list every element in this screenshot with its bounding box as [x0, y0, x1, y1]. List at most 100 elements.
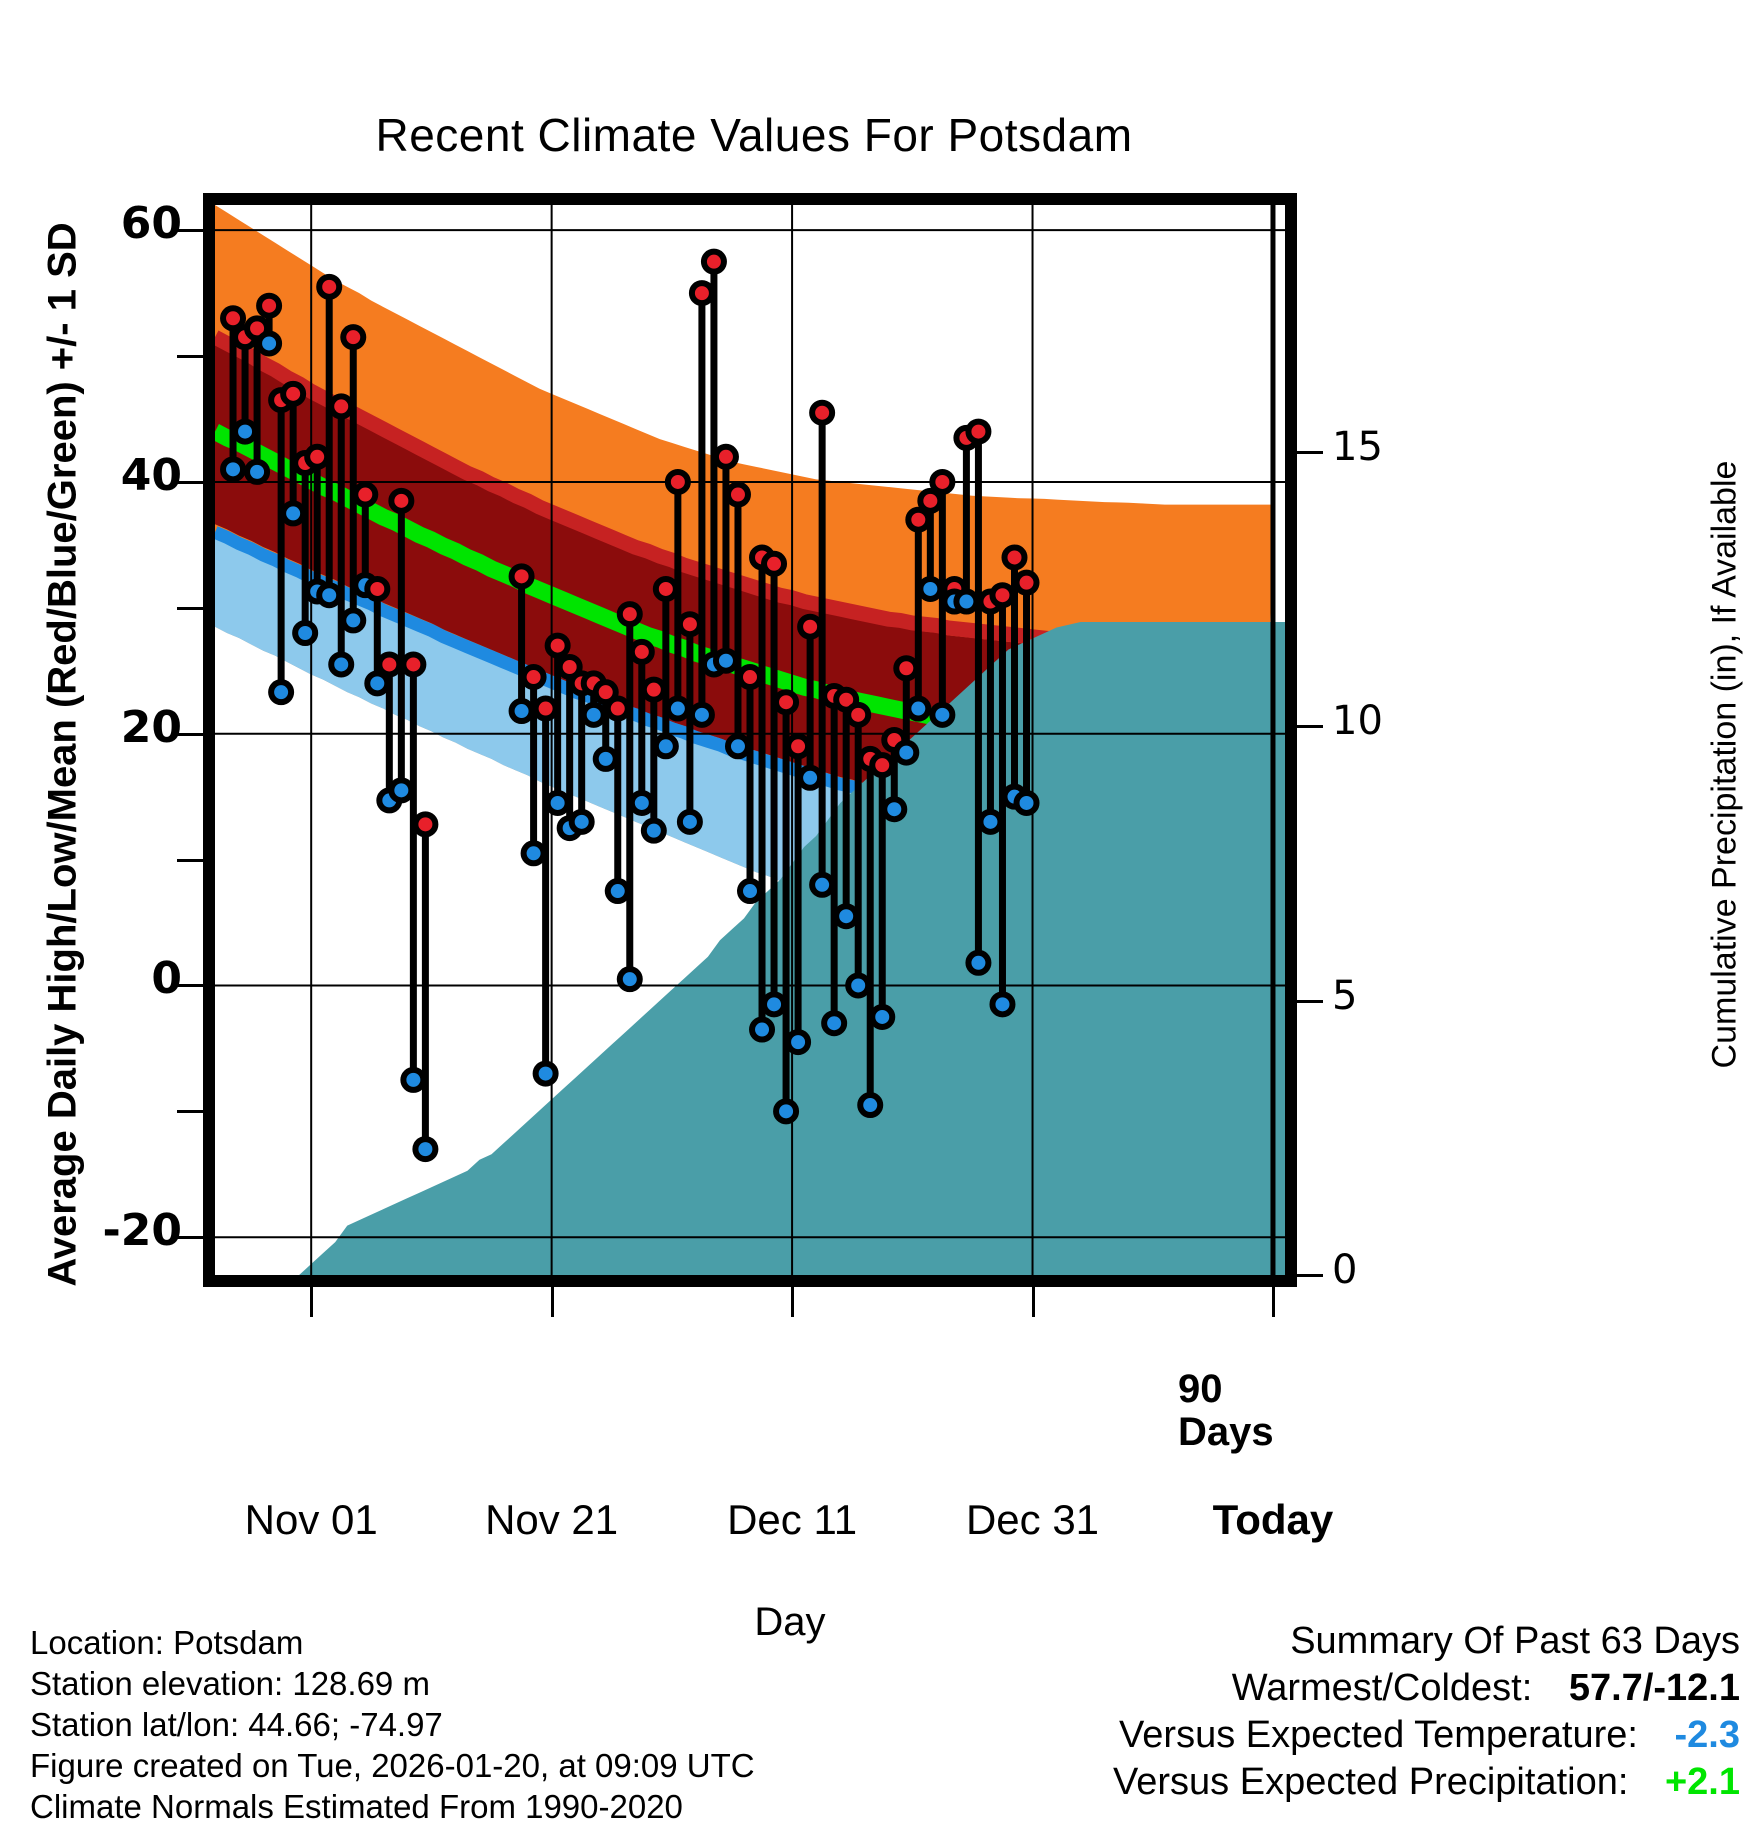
y-minor-tick	[177, 858, 203, 862]
x-tick-mark	[791, 1287, 795, 1317]
daily-low-point	[412, 1136, 439, 1163]
daily-high-point	[761, 550, 788, 577]
daily-low-point	[917, 575, 944, 602]
daily-low-point	[568, 808, 595, 835]
daily-low-point	[797, 764, 824, 791]
daily-low-point	[929, 701, 956, 728]
daily-high-point	[508, 563, 535, 590]
daily-high-point	[845, 701, 872, 728]
y-tick-mark-right	[1297, 725, 1323, 729]
y-minor-tick	[177, 606, 203, 610]
daily-high-point	[604, 695, 631, 722]
y-tick-mark	[177, 732, 203, 736]
daily-low-point	[724, 733, 751, 760]
daily-low-point	[965, 949, 992, 976]
daily-low-point	[292, 620, 319, 646]
daily-high-point	[869, 752, 896, 779]
daily-low-point	[508, 698, 535, 725]
daily-high-point	[556, 653, 583, 680]
footer-line: Location: Potsdam	[30, 1624, 304, 1661]
daily-low-point	[604, 878, 631, 905]
days-annotation-line1: 90	[1178, 1367, 1223, 1411]
daily-high-point	[797, 613, 824, 640]
y-tick-mark	[177, 1236, 203, 1240]
footer-line: Figure created on Tue, 2026-01-20, at 09…	[30, 1747, 755, 1784]
daily-low-point	[869, 1003, 896, 1030]
daily-low-point	[712, 647, 739, 674]
x-tick-label: Dec 11	[727, 1496, 858, 1543]
x-tick-mark	[310, 1287, 314, 1317]
chart-title: Recent Climate Values For Potsdam	[375, 109, 1133, 161]
daily-high-point	[340, 324, 367, 351]
daily-low-point	[881, 796, 908, 823]
daily-low-point	[953, 588, 980, 615]
daily-low-point	[749, 1016, 776, 1043]
summary-panel: Summary Of Past 63 Days Warmest/Coldest:…	[1113, 1618, 1740, 1806]
footer-metadata: Location: Potsdam Station elevation: 128.…	[30, 1622, 755, 1827]
x-tick-label: Dec 31	[965, 1496, 1100, 1543]
observations	[220, 248, 1040, 1163]
warmest-coldest-label: Warmest/Coldest:	[1231, 1667, 1533, 1709]
y-tick-mark-right	[1297, 999, 1323, 1003]
daily-high-point	[676, 611, 703, 638]
daily-high-point	[532, 695, 559, 722]
x-tick-label: Nov 21	[485, 1496, 619, 1543]
x-tick-mark	[1031, 1287, 1035, 1317]
daily-high-point	[616, 601, 643, 628]
y-minor-tick	[177, 355, 203, 359]
y-tick-label: 20	[120, 701, 182, 753]
daily-high-point	[652, 575, 679, 602]
versus-temperature-row: Versus Expected Temperature: -2.3	[1113, 1712, 1740, 1759]
daily-low-point	[857, 1092, 884, 1119]
daily-low-point	[893, 739, 920, 766]
y-tick-mark	[177, 480, 203, 484]
daily-high-point	[220, 305, 247, 332]
daily-high-point	[929, 468, 956, 495]
daily-high-point	[965, 418, 992, 445]
daily-low-point	[1013, 789, 1040, 816]
daily-high-point	[893, 655, 920, 682]
y-tick-mark	[177, 984, 203, 988]
daily-high-point	[376, 651, 403, 678]
y-axis-left-title: Average Daily High/Low/Mean (Red/Blue/Gr…	[40, 222, 85, 1287]
daily-high-point	[700, 248, 727, 275]
warmest-coldest-value: 57.7/-12.1	[1568, 1667, 1740, 1709]
daily-high-point	[520, 664, 547, 691]
daily-low-point	[280, 500, 307, 527]
daily-low-point	[989, 991, 1016, 1018]
y-tick-label: 0	[151, 953, 182, 1005]
daily-low-point	[220, 456, 247, 483]
daily-low-point	[316, 582, 343, 609]
summary-heading: Summary Of Past 63 Days	[1290, 1620, 1740, 1662]
daily-high-point	[724, 481, 751, 508]
daily-low-point	[544, 789, 571, 816]
daily-high-point	[737, 664, 763, 691]
versus-precipitation-value: +2.1	[1664, 1761, 1740, 1803]
x-tick-mark	[550, 1287, 554, 1317]
daily-low-point	[809, 871, 836, 898]
footer-line: Climate Normals Estimated From 1990-2020	[30, 1788, 683, 1825]
plot-svg	[215, 205, 1285, 1275]
daily-high-point	[592, 679, 619, 706]
daily-high-point	[785, 733, 812, 760]
daily-low-point	[688, 701, 715, 728]
daily-low-point	[676, 808, 703, 835]
y-tick-label: -20	[102, 1205, 183, 1257]
x-tick-label: Nov 01	[244, 1496, 378, 1543]
y-tick-label-right: 15	[1332, 423, 1383, 470]
daily-high-point	[316, 273, 343, 300]
daily-low-point	[652, 733, 679, 760]
daily-high-point	[364, 575, 391, 602]
versus-precipitation-label: Versus Expected Precipitation:	[1113, 1761, 1629, 1803]
daily-low-point	[268, 679, 295, 706]
daily-low-point	[845, 972, 872, 999]
days-annotation-line2: Days	[1178, 1410, 1274, 1454]
y-tick-mark-right	[1297, 450, 1323, 454]
daily-high-point	[388, 487, 415, 514]
y-tick-mark	[177, 229, 203, 233]
daily-high-point	[352, 481, 379, 508]
daily-low-point	[520, 840, 547, 867]
daily-high-point	[809, 399, 836, 426]
daily-low-point	[737, 878, 763, 905]
